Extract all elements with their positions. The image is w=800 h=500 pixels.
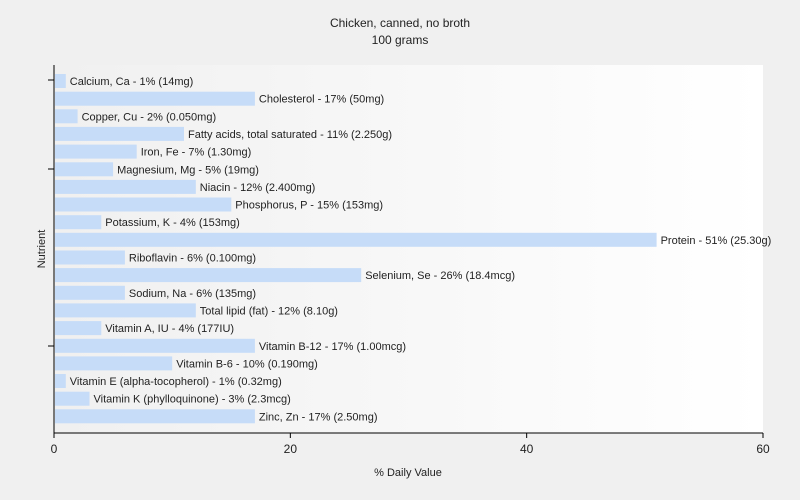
bar-label-19: Zinc, Zn - 17% (2.50mg) bbox=[259, 411, 378, 423]
bar-label-3: Fatty acids, total saturated - 11% (2.25… bbox=[188, 129, 392, 141]
bar-7 bbox=[55, 197, 232, 212]
bar-9 bbox=[55, 232, 657, 247]
bar-label-18: Vitamin K (phylloquinone) - 3% (2.3mcg) bbox=[94, 394, 291, 406]
bar-label-2: Copper, Cu - 2% (0.050mg) bbox=[82, 111, 217, 123]
bar-14 bbox=[55, 321, 102, 336]
x-tick-label-3: 60 bbox=[756, 442, 770, 456]
bar-label-9: Protein - 51% (25.30g) bbox=[661, 235, 772, 247]
bar-label-10: Riboflavin - 6% (0.100mg) bbox=[129, 253, 256, 265]
bar-10 bbox=[55, 250, 125, 265]
bar-0 bbox=[55, 74, 66, 88]
bar-4 bbox=[55, 144, 137, 159]
bar-3 bbox=[55, 126, 184, 141]
bar-5 bbox=[55, 162, 114, 177]
bar-label-13: Total lipid (fat) - 12% (8.10g) bbox=[200, 305, 338, 317]
bar-label-0: Calcium, Ca - 1% (14mg) bbox=[70, 76, 193, 88]
x-tick-label-1: 20 bbox=[284, 442, 298, 456]
bar-label-1: Cholesterol - 17% (50mg) bbox=[259, 94, 384, 106]
bar-13 bbox=[55, 303, 196, 318]
bar-label-4: Iron, Fe - 7% (1.30mg) bbox=[141, 147, 252, 159]
bar-label-6: Niacin - 12% (2.400mg) bbox=[200, 182, 316, 194]
bar-12 bbox=[55, 285, 125, 300]
chart-subtitle: 100 grams bbox=[372, 33, 429, 47]
chart-title: Chicken, canned, no broth bbox=[330, 16, 470, 30]
bar-label-14: Vitamin A, IU - 4% (177IU) bbox=[105, 323, 234, 335]
bar-11 bbox=[55, 268, 362, 283]
bar-label-11: Selenium, Se - 26% (18.4mcg) bbox=[365, 270, 515, 282]
bar-label-8: Potassium, K - 4% (153mg) bbox=[105, 217, 240, 229]
bar-6 bbox=[55, 179, 196, 194]
y-axis-title: Nutrient bbox=[36, 230, 48, 269]
bar-17 bbox=[55, 374, 66, 388]
bar-label-7: Phosphorus, P - 15% (153mg) bbox=[235, 200, 383, 212]
plot-background bbox=[54, 65, 763, 433]
bar-19 bbox=[55, 409, 255, 424]
bars-group: Calcium, Ca - 1% (14mg) Cholesterol - 17%… bbox=[55, 74, 772, 424]
bar-1 bbox=[55, 91, 255, 106]
bar-16 bbox=[55, 356, 173, 371]
bar-18 bbox=[55, 391, 90, 406]
bar-label-5: Magnesium, Mg - 5% (19mg) bbox=[117, 164, 259, 176]
bar-8 bbox=[55, 215, 102, 230]
bar-label-17: Vitamin E (alpha-tocopherol) - 1% (0.32m… bbox=[70, 376, 282, 388]
bar-label-16: Vitamin B-6 - 10% (0.190mg) bbox=[176, 358, 318, 370]
x-tick-label-2: 40 bbox=[520, 442, 534, 456]
x-axis-title: % Daily Value bbox=[374, 467, 442, 479]
bar-2 bbox=[55, 109, 78, 124]
x-tick-label-0: 0 bbox=[51, 442, 58, 456]
axes-group: 0 20 40 60 bbox=[48, 65, 770, 456]
bar-label-12: Sodium, Na - 6% (135mg) bbox=[129, 288, 256, 300]
bar-label-15: Vitamin B-12 - 17% (1.00mcg) bbox=[259, 341, 406, 353]
bar-15 bbox=[55, 338, 255, 353]
